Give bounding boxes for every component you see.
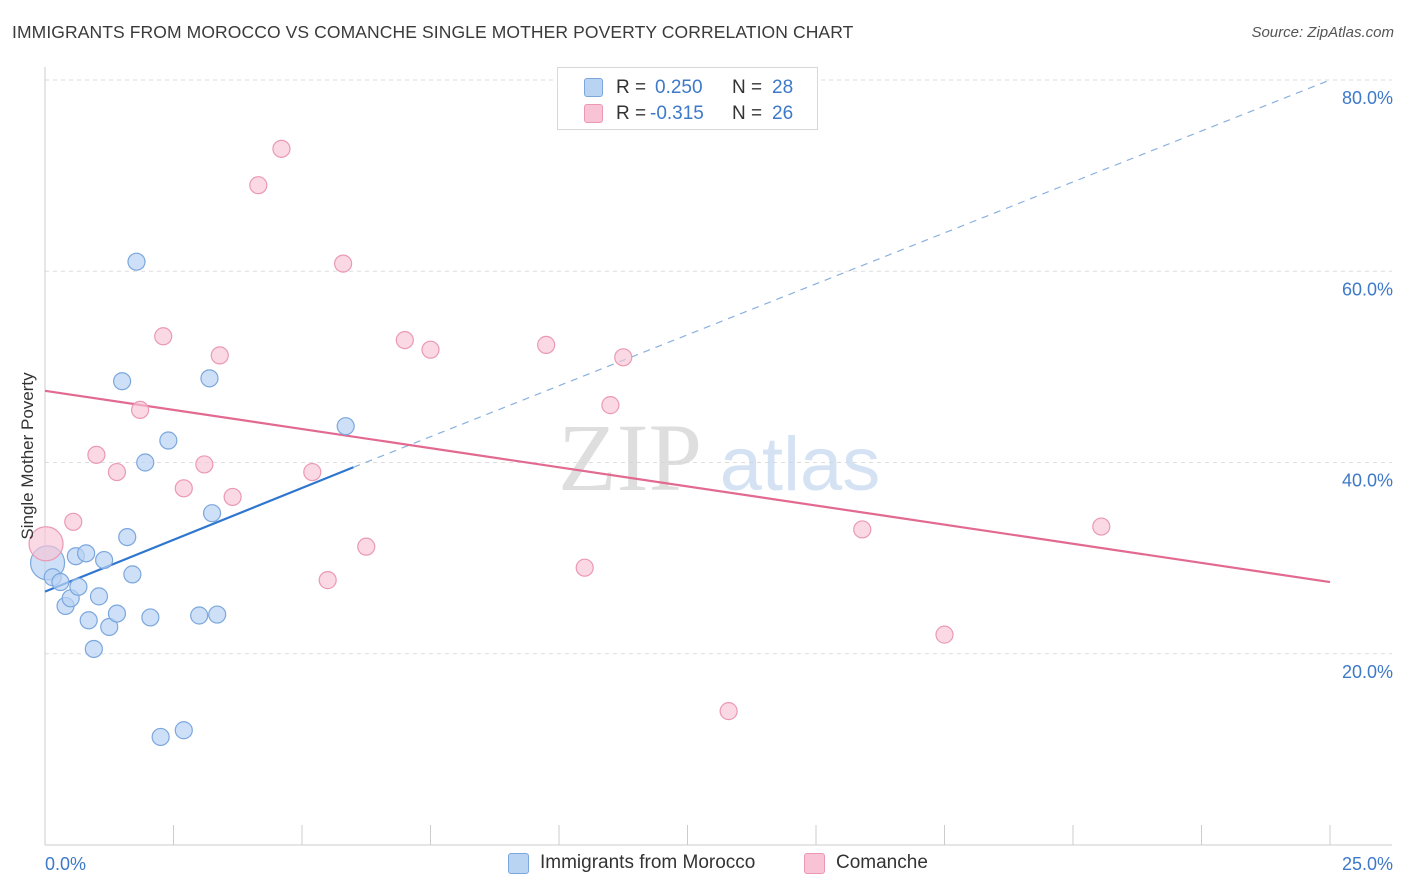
- data-point-morocco: [79, 611, 98, 630]
- watermark-zip: ZIP: [558, 404, 702, 511]
- data-point-morocco: [202, 504, 222, 523]
- y-tick-label: 60.0%: [1342, 279, 1393, 299]
- data-point-comanche: [107, 462, 127, 482]
- trend-line-morocco-extension: [353, 79, 1331, 468]
- y-tick-label: 80.0%: [1342, 88, 1393, 108]
- data-point-comanche: [64, 512, 83, 531]
- legend-n-value: 28: [772, 77, 794, 98]
- data-point-morocco: [107, 604, 127, 623]
- data-point-morocco: [336, 417, 355, 436]
- grid-lines: [45, 79, 1392, 655]
- data-point-comanche: [130, 400, 150, 420]
- data-point-morocco: [112, 372, 132, 391]
- data-point-comanche: [154, 327, 173, 346]
- legend-r-label: R =: [616, 77, 647, 98]
- data-point-comanche: [210, 346, 229, 365]
- data-point-morocco: [127, 252, 146, 271]
- y-tick-label: 20.0%: [1342, 662, 1393, 682]
- data-point-morocco: [208, 605, 227, 624]
- data-point-comanche: [223, 487, 242, 507]
- data-point-comanche: [1092, 517, 1111, 536]
- bottom-legend-label: Comanche: [836, 852, 928, 873]
- trend-lines: [44, 79, 1331, 593]
- legend-swatch-blue: [584, 78, 603, 97]
- data-point-comanche: [421, 340, 440, 359]
- data-point-comanche: [195, 455, 214, 474]
- series-comanche-points: [28, 139, 1111, 721]
- axes: [44, 67, 1392, 846]
- data-point-morocco: [95, 550, 114, 570]
- data-point-morocco: [51, 572, 70, 592]
- data-point-morocco: [69, 577, 88, 596]
- zipatlas-watermark: ZIP atlas: [558, 404, 880, 511]
- data-point-comanche: [357, 537, 376, 556]
- bottom-swatch-pink: [804, 853, 825, 874]
- bottom-swatch-blue: [508, 853, 529, 874]
- data-point-comanche: [28, 526, 64, 562]
- data-point-morocco: [100, 617, 119, 637]
- data-point-morocco: [84, 639, 103, 659]
- data-point-morocco: [123, 565, 142, 584]
- data-point-morocco: [77, 544, 96, 563]
- x-tick-label: 25.0%: [1342, 854, 1393, 874]
- data-point-morocco: [151, 727, 170, 747]
- data-point-comanche: [249, 176, 268, 195]
- data-point-comanche: [174, 479, 193, 498]
- x-tick-label: 0.0%: [45, 854, 86, 874]
- trend-line-morocco: [44, 466, 354, 593]
- legend-n-value: 26: [772, 103, 794, 124]
- series-morocco-points: [29, 252, 355, 747]
- correlation-legend: R = 0.250 N = 28 R = -0.315 N = 26: [557, 67, 818, 130]
- data-point-comanche: [334, 254, 353, 273]
- data-point-comanche: [719, 702, 738, 721]
- data-point-comanche: [575, 558, 594, 577]
- data-point-comanche: [935, 625, 954, 644]
- data-point-comanche: [87, 445, 106, 464]
- data-point-comanche: [395, 331, 414, 350]
- legend-r-value: 0.250: [655, 77, 703, 98]
- data-point-comanche: [303, 462, 322, 482]
- legend-r-label: R =: [616, 103, 647, 124]
- data-point-comanche: [853, 520, 872, 539]
- trend-line-comanche: [44, 389, 1331, 584]
- y-axis-label: Single Mother Poverty: [18, 372, 37, 540]
- data-point-morocco: [118, 527, 137, 547]
- data-point-morocco: [89, 587, 109, 606]
- data-point-morocco: [174, 721, 193, 740]
- data-point-morocco: [159, 431, 178, 450]
- source-label: Source: ZipAtlas.com: [1251, 24, 1394, 41]
- legend-r-value: -0.315: [650, 103, 704, 124]
- legend-n-label: N =: [732, 103, 763, 124]
- data-point-comanche: [601, 396, 620, 415]
- data-point-morocco: [190, 606, 209, 625]
- legend-n-label: N =: [732, 77, 763, 98]
- bottom-legend-label: Immigrants from Morocco: [540, 852, 756, 873]
- y-tick-label: 40.0%: [1342, 471, 1393, 491]
- data-point-comanche: [272, 139, 291, 158]
- chart-title: IMMIGRANTS FROM MOROCCO VS COMANCHE SING…: [12, 22, 854, 42]
- data-point-morocco: [141, 608, 160, 627]
- data-point-comanche: [318, 571, 337, 590]
- tick-labels: 20.0% 40.0% 60.0% 80.0% 0.0% 25.0%: [45, 88, 1393, 874]
- watermark-atlas: atlas: [720, 422, 881, 507]
- data-point-morocco: [200, 369, 219, 388]
- data-point-morocco: [136, 453, 155, 472]
- legend-swatch-pink: [584, 104, 603, 123]
- data-point-comanche: [614, 348, 633, 367]
- data-point-comanche: [537, 335, 556, 354]
